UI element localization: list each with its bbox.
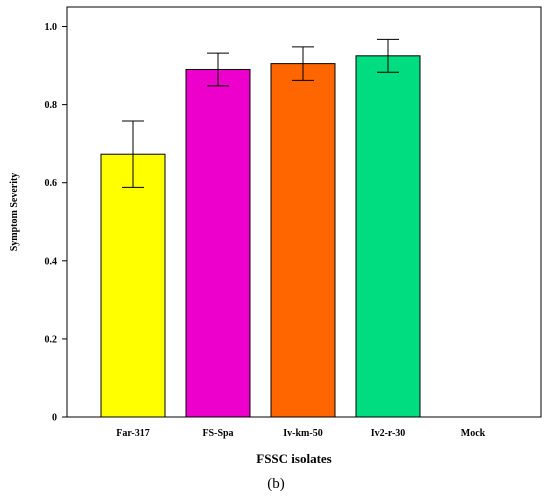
bars bbox=[100, 55, 421, 418]
panel-label: (b) bbox=[267, 476, 285, 492]
x-tick-label: Iv2-r-30 bbox=[371, 428, 406, 439]
y-axis-title: Symptom Severity bbox=[9, 173, 20, 252]
y-axis-ticks: 0 0.2 0.4 0.6 0.8 1.0 bbox=[45, 22, 67, 424]
y-tick-label: 0.6 bbox=[45, 178, 58, 189]
x-axis-title: FSSC isolates bbox=[256, 451, 331, 466]
y-tick-label: 0.8 bbox=[45, 100, 58, 111]
x-tick-label: Far-317 bbox=[116, 428, 150, 439]
x-axis-tick-labels: Far-317 FS-Spa Iv-km-50 Iv2-r-30 Mock bbox=[116, 428, 485, 439]
y-tick-label: 0.2 bbox=[45, 334, 58, 345]
y-tick-label: 1.0 bbox=[45, 22, 58, 33]
bar-iv2-r-30 bbox=[355, 55, 421, 418]
bar-iv-km-50 bbox=[270, 63, 336, 418]
bar-fs-spa bbox=[185, 68, 251, 418]
y-tick-label: 0 bbox=[52, 413, 57, 424]
bar-far-317 bbox=[100, 153, 166, 418]
x-tick-label: Iv-km-50 bbox=[283, 428, 322, 439]
y-tick-label: 0.4 bbox=[45, 256, 58, 267]
x-tick-label: Mock bbox=[461, 428, 486, 439]
error-bars bbox=[122, 38, 399, 188]
x-tick-label: FS-Spa bbox=[202, 428, 233, 439]
